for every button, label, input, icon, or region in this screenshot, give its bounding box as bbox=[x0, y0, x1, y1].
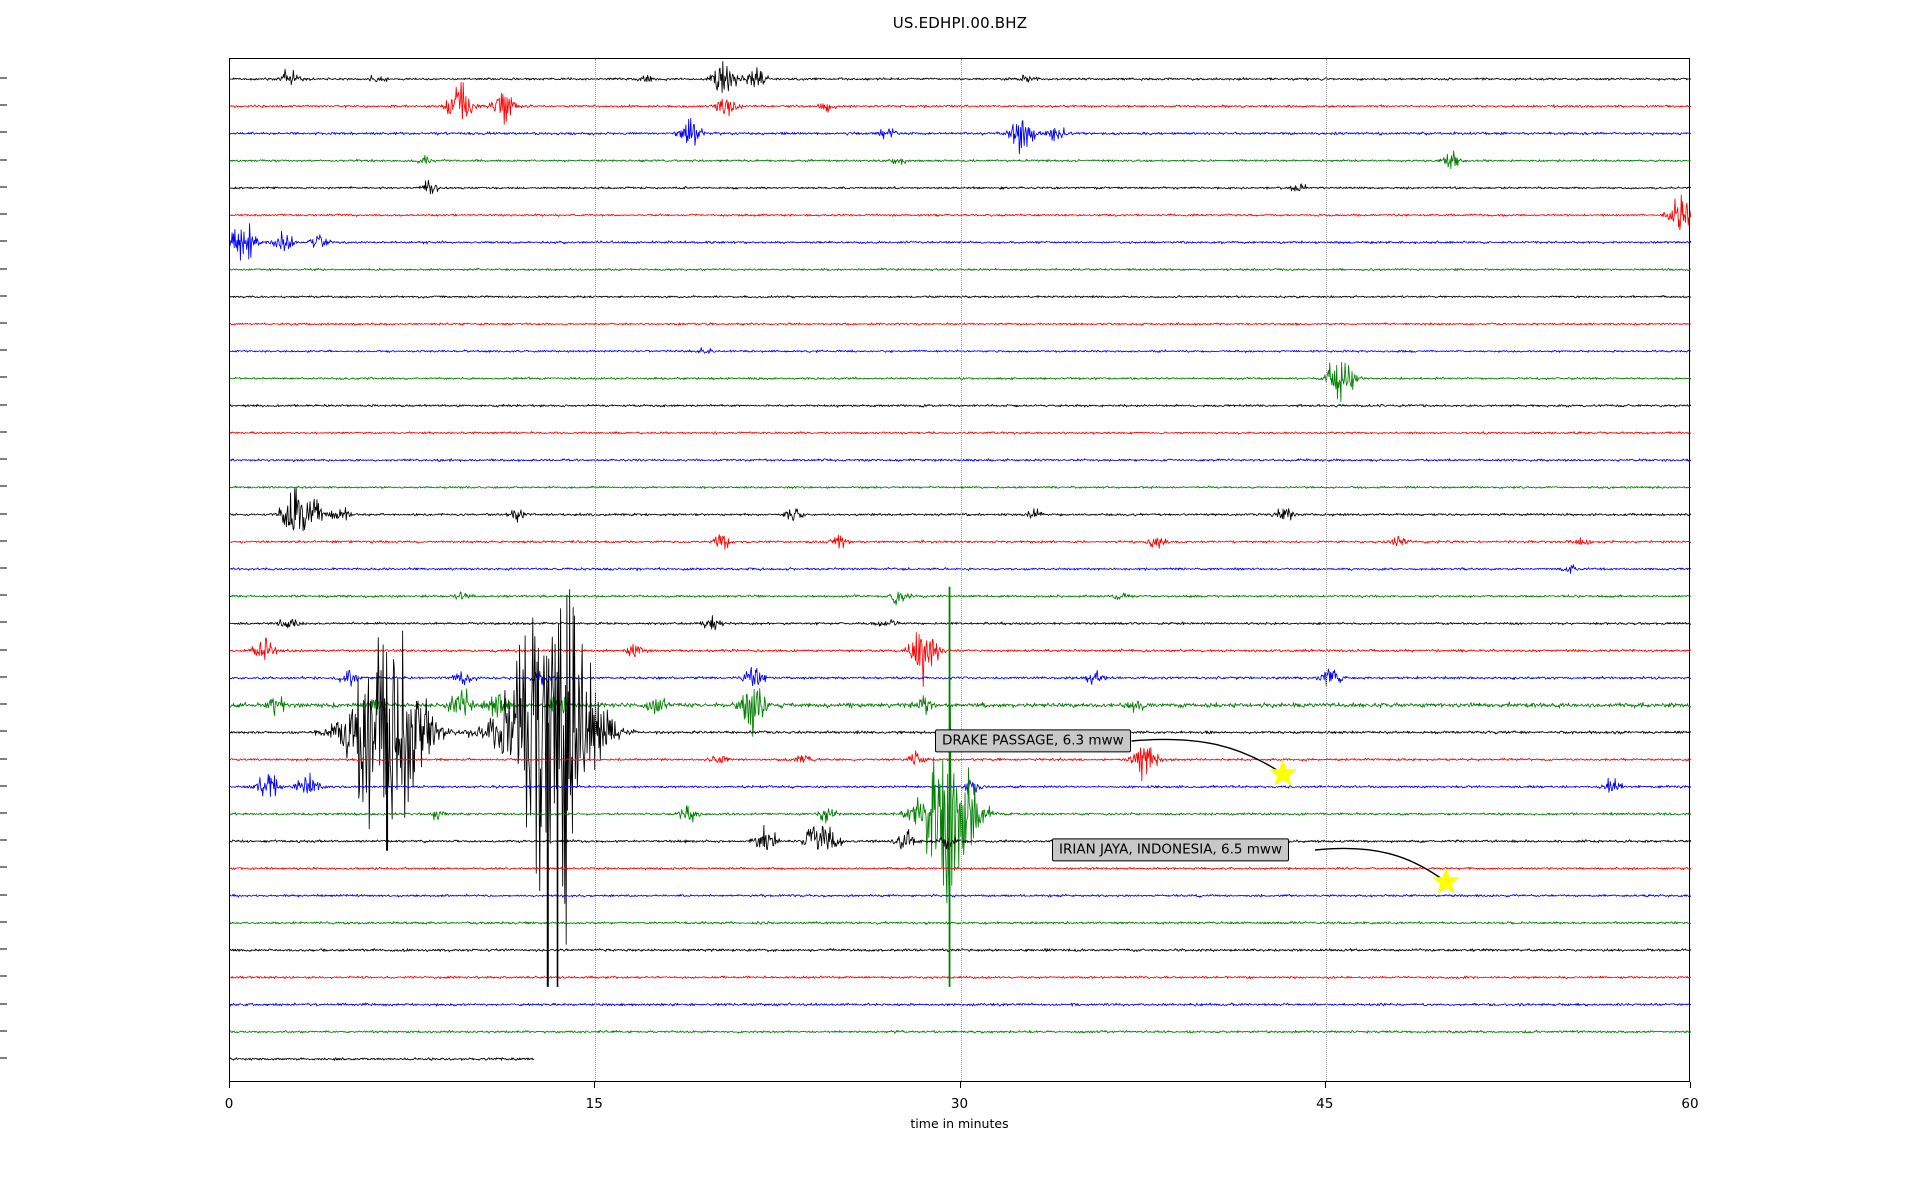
x-axis-tick-labels: 0 15 30 45 60 bbox=[0, 1082, 1920, 1142]
y-tick-mark bbox=[0, 948, 7, 950]
y-tick-mark bbox=[0, 131, 7, 133]
y-tick-mark bbox=[0, 322, 7, 324]
x-tick-mark bbox=[1690, 1082, 1691, 1088]
seismogram-traces bbox=[230, 59, 1691, 1083]
y-tick-mark bbox=[0, 376, 7, 378]
page-title: US.EDHPI.00.BHZ bbox=[892, 14, 1028, 32]
y-tick-mark bbox=[0, 730, 7, 732]
y-tick-mark bbox=[0, 268, 7, 270]
x-tick-label: 15 bbox=[585, 1096, 603, 1112]
y-tick-mark bbox=[0, 812, 7, 814]
y-tick-mark bbox=[0, 894, 7, 896]
y-tick-mark bbox=[0, 703, 7, 705]
x-tick-label: 30 bbox=[950, 1096, 969, 1112]
y-tick-mark bbox=[0, 921, 7, 923]
y-tick-mark bbox=[0, 213, 7, 215]
y-tick-mark bbox=[0, 186, 7, 188]
y-tick-mark bbox=[0, 349, 7, 351]
y-tick-mark bbox=[0, 785, 7, 787]
y-tick-mark bbox=[0, 540, 7, 542]
y-tick-mark bbox=[0, 676, 7, 678]
plot-axes bbox=[229, 58, 1691, 1083]
y-tick-mark bbox=[0, 839, 7, 841]
x-tick-label: 60 bbox=[1681, 1096, 1699, 1112]
y-tick-mark bbox=[0, 621, 7, 623]
x-tick-mark bbox=[1324, 1082, 1326, 1088]
x-axis-title: time in minutes bbox=[910, 1116, 1009, 1131]
y-tick-mark bbox=[0, 431, 7, 433]
y-tick-mark bbox=[0, 1057, 7, 1059]
x-tick-mark bbox=[959, 1082, 961, 1088]
x-tick-label: 0 bbox=[224, 1096, 234, 1112]
y-tick-mark bbox=[0, 1030, 7, 1032]
y-tick-mark bbox=[0, 295, 7, 297]
y-tick-mark bbox=[0, 104, 7, 106]
x-tick-mark bbox=[594, 1082, 596, 1088]
y-tick-mark bbox=[0, 77, 7, 79]
y-tick-mark bbox=[0, 1003, 7, 1005]
y-tick-mark bbox=[0, 240, 7, 242]
event-annotation-label[interactable]: IRIAN JAYA, INDONESIA, 6.5 mww bbox=[1052, 838, 1290, 862]
y-tick-mark bbox=[0, 866, 7, 868]
y-tick-mark bbox=[0, 975, 7, 977]
y-axis-tick-labels: 00:00:0201:00:0202:00:0203:00:0204:00:02… bbox=[0, 58, 229, 1082]
y-tick-mark bbox=[0, 513, 7, 515]
y-tick-mark bbox=[0, 485, 7, 487]
event-annotation-label[interactable]: DRAKE PASSAGE, 6.3 mww bbox=[935, 729, 1131, 753]
x-tick-mark bbox=[229, 1082, 230, 1088]
y-tick-mark bbox=[0, 404, 7, 406]
x-tick-label: 45 bbox=[1316, 1096, 1334, 1112]
y-tick-mark bbox=[0, 649, 7, 651]
y-tick-mark bbox=[0, 567, 7, 569]
y-tick-mark bbox=[0, 594, 7, 596]
y-tick-mark bbox=[0, 159, 7, 161]
y-tick-mark bbox=[0, 758, 7, 760]
y-tick-mark bbox=[0, 458, 7, 460]
